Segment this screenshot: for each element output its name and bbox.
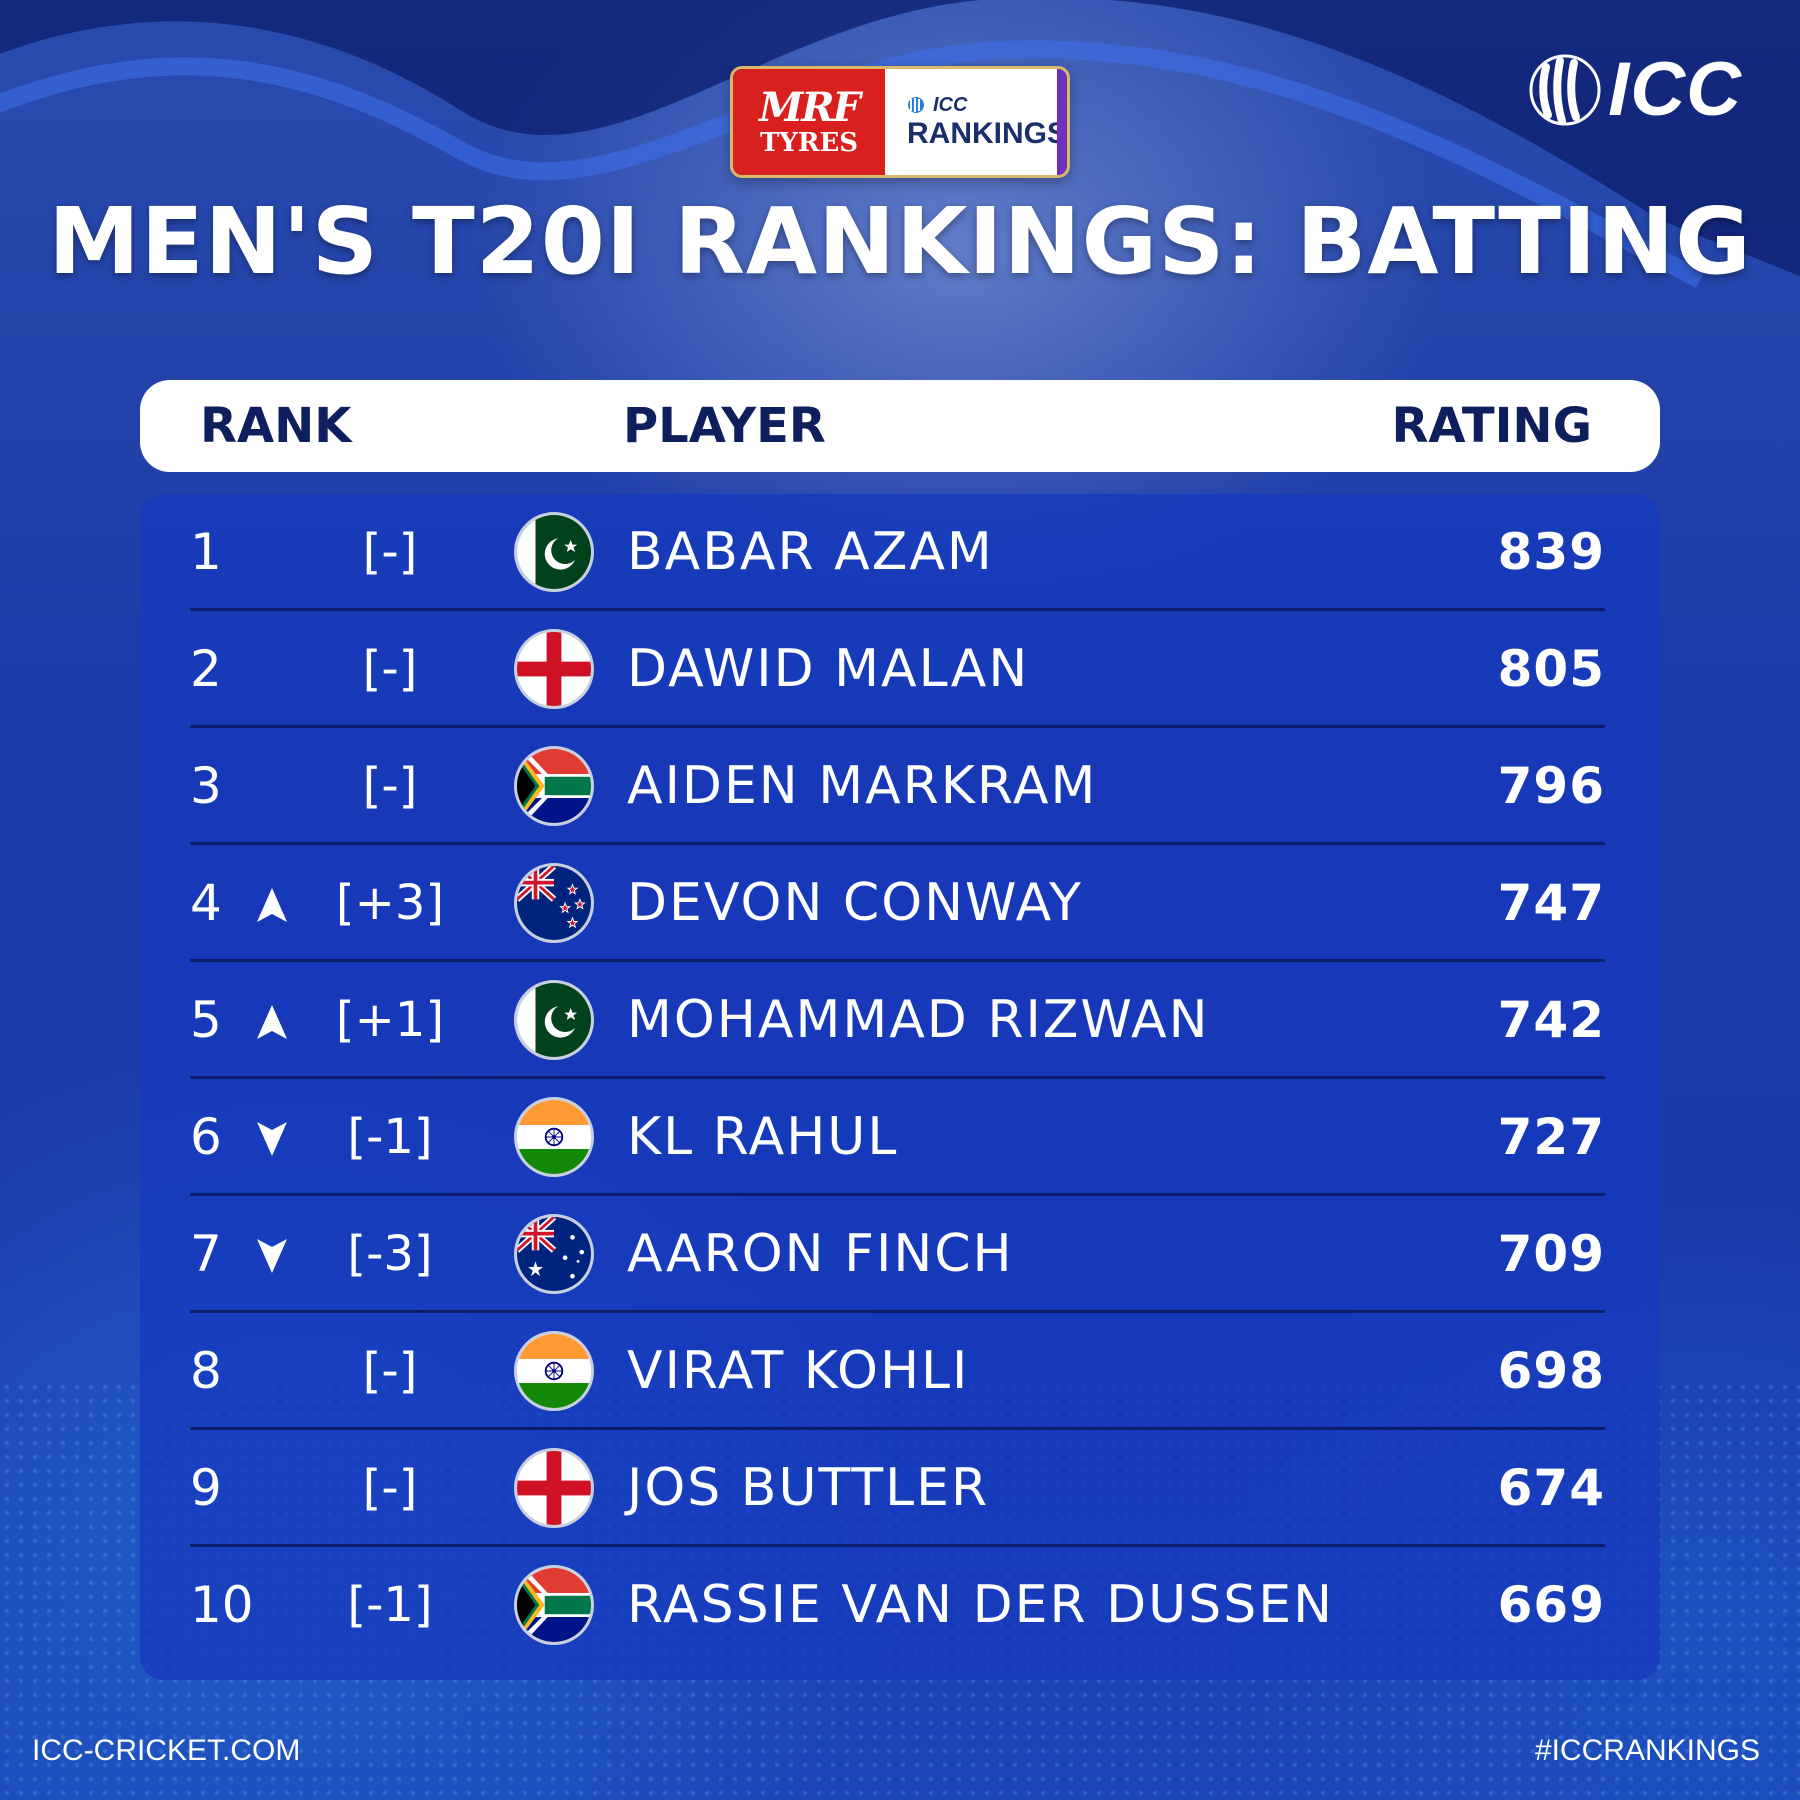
pakistan-flag-icon bbox=[514, 512, 594, 592]
rank-change: [-] bbox=[362, 524, 418, 580]
player-name: AARON FINCH bbox=[627, 1224, 1014, 1284]
table-row: 3 [-] AIDEN MARKRAM 796 bbox=[190, 728, 1605, 845]
rank-number: 5 bbox=[190, 991, 222, 1049]
rank-number: 9 bbox=[190, 1459, 222, 1517]
rank-number: 6 bbox=[190, 1108, 222, 1166]
table-row: 5 [+1] MOHAMMAD RIZWAN 742 bbox=[190, 962, 1605, 1079]
table-row: 1 [-] BABAR AZAM 839 bbox=[190, 494, 1605, 611]
arrow-down-icon bbox=[255, 1120, 289, 1158]
rank-change: [-1] bbox=[347, 1109, 433, 1165]
player-rating: 747 bbox=[1497, 874, 1605, 932]
rank-change: [-] bbox=[362, 1460, 418, 1516]
player-name: JOS BUTTLER bbox=[627, 1458, 990, 1518]
rank-change: [+3] bbox=[335, 875, 445, 931]
icc-stumps-icon bbox=[1529, 54, 1601, 125]
rank-number: 8 bbox=[190, 1342, 222, 1400]
header-rating: RATING bbox=[1391, 398, 1592, 454]
player-rating: 709 bbox=[1497, 1225, 1605, 1283]
australia-flag-icon bbox=[514, 1214, 594, 1294]
rank-change: [-1] bbox=[347, 1577, 433, 1633]
player-name: VIRAT KOHLI bbox=[627, 1341, 970, 1401]
rank-number: 10 bbox=[190, 1576, 254, 1634]
table-row: 6 [-1] KL RAHUL 727 bbox=[190, 1079, 1605, 1196]
player-rating: 674 bbox=[1497, 1459, 1605, 1517]
icc-small-icon bbox=[907, 97, 924, 113]
header-rank: RANK bbox=[200, 398, 352, 454]
rank-number: 1 bbox=[190, 523, 222, 581]
player-rating: 669 bbox=[1497, 1576, 1605, 1634]
icc-logo: ICC bbox=[1528, 46, 1742, 133]
footer-hashtag: #ICCRANKINGS bbox=[1534, 1734, 1760, 1767]
new-zealand-flag-icon bbox=[514, 863, 594, 943]
rank-change: [-3] bbox=[347, 1226, 433, 1282]
rank-change: [-] bbox=[362, 641, 418, 697]
rank-change: [-] bbox=[362, 758, 418, 814]
arrow-up-icon bbox=[255, 886, 289, 924]
player-rating: 742 bbox=[1497, 991, 1605, 1049]
india-flag-icon bbox=[514, 1097, 594, 1177]
page-title: MEN'S T20I RANKINGS: BATTING bbox=[48, 188, 1752, 295]
player-name: MOHAMMAD RIZWAN bbox=[627, 990, 1210, 1050]
england-flag-icon bbox=[514, 629, 594, 709]
south-africa-flag-icon bbox=[514, 1565, 594, 1645]
table-row: 4 [+3] DEVON CONWAY 747 bbox=[190, 845, 1605, 962]
player-rating: 698 bbox=[1497, 1342, 1605, 1400]
rankings-table bbox=[140, 494, 1660, 1680]
player-rating: 839 bbox=[1497, 523, 1605, 581]
sponsor-badge: MRF TYRES ICC RANKINGS bbox=[730, 66, 1070, 178]
rank-number: 3 bbox=[190, 757, 222, 815]
player-name: BABAR AZAM bbox=[627, 522, 994, 582]
player-rating: 796 bbox=[1497, 757, 1605, 815]
rank-number: 4 bbox=[190, 874, 222, 932]
table-row: 2 [-] DAWID MALAN 805 bbox=[190, 611, 1605, 728]
player-name: DEVON CONWAY bbox=[627, 873, 1083, 933]
mrf-tyres-logo: MRF TYRES bbox=[733, 69, 885, 175]
table-row: 8 [-] VIRAT KOHLI 698 bbox=[190, 1313, 1605, 1430]
rank-change: [-] bbox=[362, 1343, 418, 1399]
player-name: DAWID MALAN bbox=[627, 639, 1030, 699]
sponsor-brand-line1: MRF bbox=[759, 84, 861, 131]
player-name: RASSIE VAN DER DUSSEN bbox=[627, 1575, 1335, 1635]
table-header: RANK PLAYER RATING bbox=[140, 380, 1660, 472]
sponsor-icc-small: ICC bbox=[932, 93, 968, 116]
india-flag-icon bbox=[514, 1331, 594, 1411]
arrow-up-icon bbox=[255, 1003, 289, 1041]
table-row: 10 [-1] RASSIE VAN DER DUSSEN 669 bbox=[190, 1547, 1605, 1664]
player-name: AIDEN MARKRAM bbox=[627, 756, 1098, 816]
table-row: 7 [-3] AARON FINCH 709 bbox=[190, 1196, 1605, 1313]
pakistan-flag-icon bbox=[514, 980, 594, 1060]
england-flag-icon bbox=[514, 1448, 594, 1528]
header-player: PLAYER bbox=[623, 398, 826, 454]
icc-rankings-logo: ICC RANKINGS bbox=[884, 69, 1067, 175]
player-rating: 727 bbox=[1497, 1108, 1605, 1166]
rank-number: 2 bbox=[190, 640, 222, 698]
south-africa-flag-icon bbox=[514, 746, 594, 826]
player-rating: 805 bbox=[1497, 640, 1605, 698]
arrow-down-icon bbox=[255, 1237, 289, 1275]
footer-website: ICC-CRICKET.COM bbox=[32, 1734, 301, 1767]
table-row: 9 [-] JOS BUTTLER 674 bbox=[190, 1430, 1605, 1547]
rank-number: 7 bbox=[190, 1225, 222, 1283]
player-name: KL RAHUL bbox=[627, 1107, 899, 1167]
sponsor-rankings-label: RANKINGS bbox=[906, 116, 1067, 150]
icc-logo-text: ICC bbox=[1608, 47, 1742, 132]
sponsor-brand-line2: TYRES bbox=[759, 128, 859, 158]
rank-change: [+1] bbox=[335, 992, 445, 1048]
